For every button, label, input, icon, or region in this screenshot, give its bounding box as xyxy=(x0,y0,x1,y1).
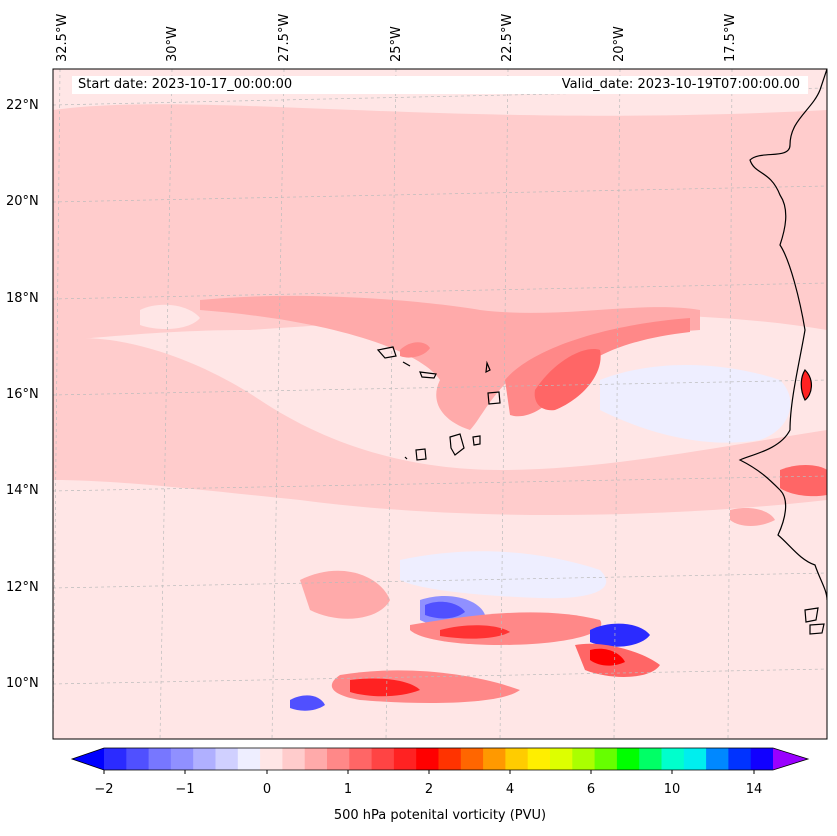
colorbar-swatch xyxy=(594,748,618,770)
colorbar-tick: −2 xyxy=(94,782,114,797)
lat-label: 14°N xyxy=(6,483,39,498)
start-date: Start date: 2023-10-17_00:00:00 xyxy=(78,77,293,92)
colorbar-swatch xyxy=(438,748,462,770)
colorbar-swatch xyxy=(416,748,439,770)
pv-contour-low xyxy=(290,695,325,711)
colorbar-tick: 10 xyxy=(663,782,681,797)
colorbar-extend-max xyxy=(773,748,808,770)
map-panel xyxy=(53,69,827,739)
colorbar-swatch xyxy=(193,748,216,770)
colorbar-swatch xyxy=(750,748,774,770)
lon-label: 32.5°W xyxy=(55,13,70,62)
pv-contour xyxy=(780,465,827,497)
colorbar-extend-min xyxy=(72,748,104,770)
colorbar-tick: 0 xyxy=(262,782,272,797)
lat-label: 10°N xyxy=(6,676,39,691)
pv-contour-low xyxy=(425,601,465,619)
colorbar-swatch xyxy=(393,748,417,770)
colorbar-swatch xyxy=(728,748,752,770)
colorbar-swatch xyxy=(483,748,506,770)
pv-contour xyxy=(300,570,390,619)
lat-label: 22°N xyxy=(6,98,39,113)
colorbar-tick: 1 xyxy=(343,782,353,797)
pv-contour-max xyxy=(534,349,601,411)
colorbar-swatch xyxy=(282,748,306,770)
date-banner: Start date: 2023-10-17_00:00:00 Valid_da… xyxy=(72,76,808,94)
lon-label: 30°W xyxy=(165,26,180,62)
colorbar-swatch xyxy=(148,748,172,770)
colorbar-swatch xyxy=(527,748,551,770)
pv-contour-low xyxy=(590,623,650,647)
colorbar-tick: −1 xyxy=(175,782,195,797)
pv-contour-low xyxy=(600,365,791,443)
map-frame xyxy=(52,68,828,740)
colorbar-swatch xyxy=(371,748,395,770)
valid-date: Valid_date: 2023-10-19T07:00:00.00 xyxy=(561,77,800,92)
colorbar-swatch xyxy=(460,748,484,770)
colorbar-tick: 2 xyxy=(424,782,434,797)
lat-label: 20°N xyxy=(6,194,39,209)
pv-contour xyxy=(730,508,775,526)
colorbar-swatch xyxy=(104,748,127,770)
colorbar-swatch xyxy=(237,748,261,770)
pv-contour-low xyxy=(400,551,607,599)
pv-contour-low xyxy=(140,304,200,330)
colorbar-swatch xyxy=(639,748,662,770)
pv-contour-max xyxy=(440,625,510,639)
colorbar-swatch xyxy=(126,748,150,770)
colorbar-swatch xyxy=(327,748,350,770)
graticule xyxy=(53,69,827,739)
pv-contour-max xyxy=(350,678,420,697)
pv-contour-max xyxy=(400,342,430,358)
colorbar-swatch xyxy=(616,748,640,770)
lon-label: 20°W xyxy=(612,26,627,62)
colorbar-swatch xyxy=(349,748,373,770)
colorbar-swatch xyxy=(683,748,707,770)
colorbar-tick: 6 xyxy=(586,782,596,797)
colorbar-swatch xyxy=(572,748,596,770)
colorbar xyxy=(70,747,810,774)
colorbar-swatch xyxy=(304,748,328,770)
lat-label: 16°N xyxy=(6,387,39,402)
lon-label: 27.5°W xyxy=(277,13,292,62)
lat-label: 18°N xyxy=(6,291,39,306)
colorbar-swatch xyxy=(550,748,573,770)
colorbar-swatch xyxy=(215,748,239,770)
colorbar-tick: 14 xyxy=(745,782,763,797)
lon-label: 22.5°W xyxy=(500,13,515,62)
lon-label: 25°W xyxy=(389,26,404,62)
lat-label: 12°N xyxy=(6,580,39,595)
colorbar-swatch xyxy=(260,748,283,770)
colorbar-swatch xyxy=(505,748,529,770)
colorbar-title: 500 hPa potenital vorticity (PVU) xyxy=(333,808,547,823)
colorbar-tick: 4 xyxy=(505,782,515,797)
colorbar-swatch xyxy=(661,748,685,770)
pv-contour-ridge xyxy=(200,295,700,430)
colorbar-swatch xyxy=(170,748,194,770)
coastline xyxy=(376,69,827,635)
pv-contour-band xyxy=(53,104,827,340)
lon-label: 17.5°W xyxy=(723,13,738,62)
pv-contour-max xyxy=(590,648,625,666)
colorbar-swatch xyxy=(706,748,729,770)
pv-contour-band xyxy=(53,338,827,515)
